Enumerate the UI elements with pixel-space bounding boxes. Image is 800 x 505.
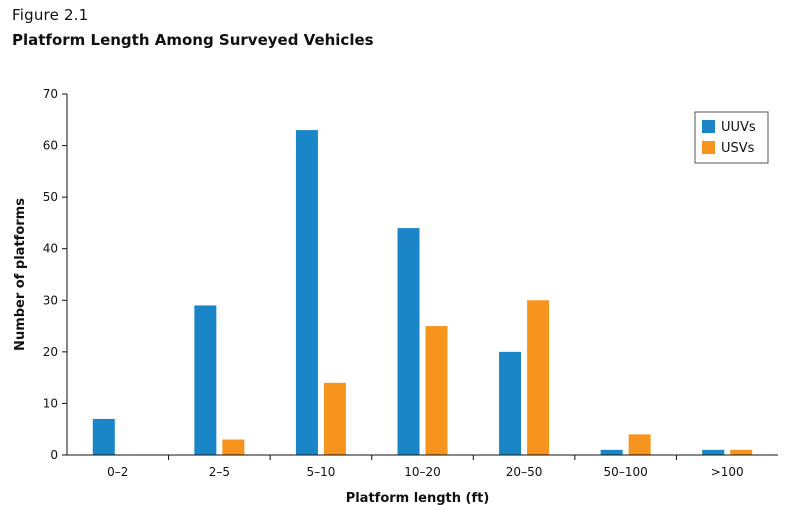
- bar-usvs-2–5: [222, 439, 245, 455]
- y-tick-label: 70: [43, 87, 58, 101]
- bar-uuvs->100: [702, 449, 725, 455]
- bar-usvs-5–10: [323, 382, 346, 455]
- bar-uuvs-0–2: [92, 418, 115, 455]
- figure-title: Platform Length Among Surveyed Vehicles: [12, 31, 374, 49]
- x-tick-label: 50–100: [604, 465, 648, 479]
- legend-label-uuvs: UUVs: [721, 120, 756, 135]
- bar-uuvs-2–5: [194, 305, 217, 455]
- legend-swatch-uuvs: [702, 120, 715, 133]
- bar-usvs-10–20: [425, 326, 448, 455]
- legend-label-usvs: USVs: [721, 141, 755, 156]
- y-tick-label: 40: [43, 242, 58, 256]
- x-tick-label: 2–5: [209, 465, 230, 479]
- y-tick-label: 20: [43, 345, 58, 359]
- x-tick-label: >100: [711, 465, 744, 479]
- x-axis-ticks: 0–2 2–5 5–10 10–20 20–50 50–100 >100: [107, 455, 744, 479]
- bar-usvs-50–100: [628, 434, 651, 455]
- bar-uuvs-50–100: [600, 449, 623, 455]
- bar-usvs->100: [730, 449, 753, 455]
- y-axis-ticks: 0 10 20 30 40 50 60 70: [43, 87, 67, 462]
- bar-series: [92, 130, 753, 455]
- x-tick-label: 5–10: [306, 465, 335, 479]
- bar-uuvs-20–50: [499, 351, 522, 455]
- y-tick-label: 0: [50, 448, 58, 462]
- x-tick-label: 0–2: [107, 465, 128, 479]
- x-tick-label: 10–20: [404, 465, 441, 479]
- legend: UUVs USVs: [694, 111, 769, 164]
- y-tick-label: 10: [43, 396, 58, 410]
- x-tick-label: 20–50: [506, 465, 543, 479]
- y-tick-label: 30: [43, 293, 58, 307]
- x-axis-title: Platform length (ft): [346, 491, 490, 505]
- bar-uuvs-10–20: [397, 228, 420, 455]
- bar-uuvs-5–10: [295, 130, 318, 455]
- legend-swatch-usvs: [702, 141, 715, 154]
- y-axis-title: Number of platforms: [13, 198, 28, 351]
- figure-label: Figure 2.1: [12, 6, 89, 24]
- bar-usvs-20–50: [527, 300, 550, 455]
- y-tick-label: 60: [43, 139, 58, 153]
- y-tick-label: 50: [43, 190, 58, 204]
